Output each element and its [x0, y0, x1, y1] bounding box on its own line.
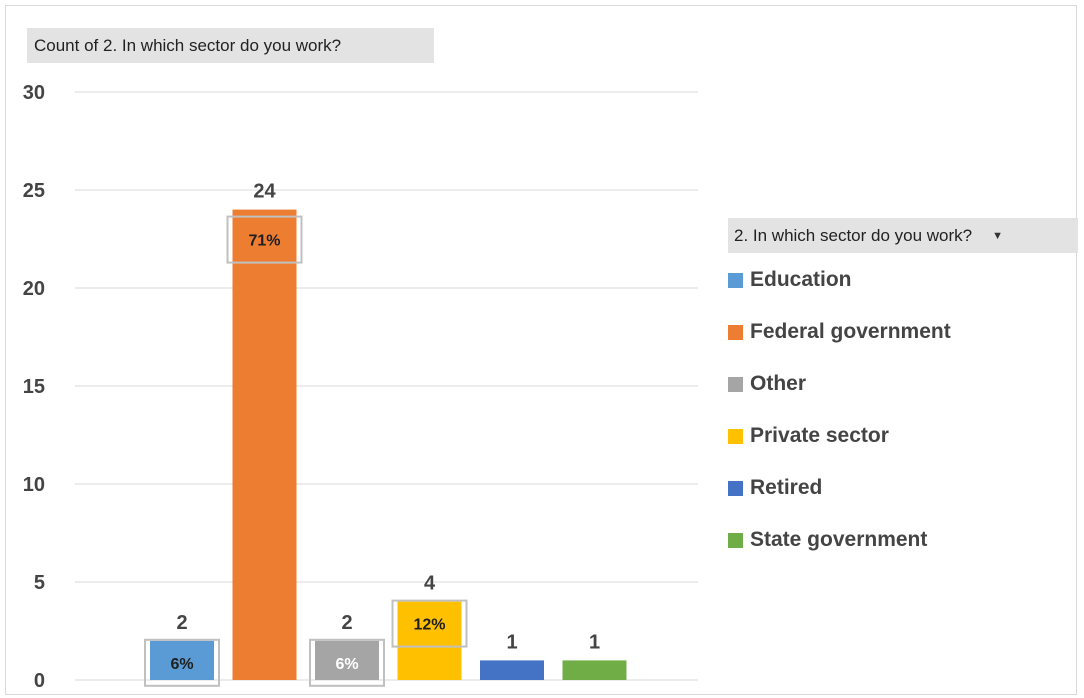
bar [562, 660, 627, 680]
legend-label: Federal government [750, 320, 951, 343]
legend-item[interactable]: State government [728, 515, 1082, 565]
y-tick-label: 0 [34, 670, 45, 692]
legend-item[interactable]: Other [728, 359, 1082, 409]
percent-label: 12% [413, 617, 445, 634]
percent-label: 6% [170, 656, 193, 673]
legend-label: Other [750, 372, 807, 395]
legend-swatch [728, 428, 743, 444]
value-label: 2 [341, 612, 352, 634]
percent-label-box [391, 599, 468, 648]
value-label: 24 [253, 181, 276, 203]
value-field-button[interactable]: Count of 2. In which sector do you work? [27, 28, 434, 63]
bar [315, 640, 379, 680]
percent-label-box [309, 638, 385, 687]
legend-item[interactable]: Private sector [728, 411, 1082, 461]
legend-swatch [728, 480, 743, 496]
percent-label: 71% [248, 233, 280, 250]
percent-label: 6% [335, 656, 358, 673]
legend-filter-button[interactable]: 2. In which sector do you work? ▼ [728, 218, 1078, 253]
value-label: 4 [424, 573, 436, 595]
y-tick-label: 20 [23, 278, 45, 300]
legend-item[interactable]: Retired [728, 463, 1082, 513]
legend-swatch [728, 532, 743, 548]
legend-label: Education [750, 268, 852, 291]
legend-label: Retired [750, 476, 823, 499]
value-label: 2 [176, 612, 187, 634]
y-tick-label: 5 [34, 572, 45, 594]
legend-title: 2. In which sector do you work? [734, 225, 973, 245]
value-label: 1 [589, 631, 600, 653]
bar [397, 601, 462, 680]
y-tick-label: 25 [23, 180, 45, 202]
legend-swatch [728, 324, 743, 340]
legend-label: State government [750, 528, 928, 551]
y-tick-label: 30 [23, 82, 45, 104]
legend-swatch [728, 376, 743, 392]
percent-label-box [144, 638, 220, 687]
legend-label: Private sector [750, 424, 889, 447]
value-label: 1 [506, 631, 517, 653]
y-tick-label: 10 [23, 474, 45, 496]
bar [150, 640, 214, 680]
bar [232, 209, 297, 680]
legend-list: Education Federal government Other Private … [728, 253, 1082, 565]
legend: 2. In which sector do you work? ▼ Educat… [728, 218, 1082, 576]
chart-frame [5, 5, 1077, 695]
legend-item[interactable]: Education [728, 255, 1082, 305]
dropdown-caret-icon[interactable]: ▼ [992, 229, 1004, 242]
legend-item[interactable]: Federal government [728, 307, 1082, 357]
percent-label-box [226, 215, 303, 264]
y-tick-label: 15 [23, 376, 45, 398]
legend-swatch [728, 272, 743, 288]
bar [480, 660, 544, 680]
